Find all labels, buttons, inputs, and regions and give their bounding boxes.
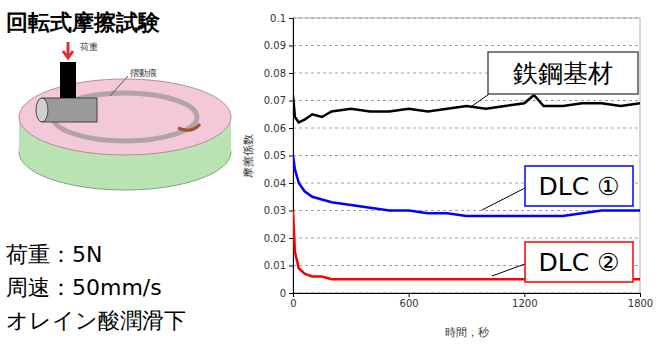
figure: 回転式摩擦試験荷重摺動痕荷重：5N周速：50mm/sオレイン酸潤滑下00.010… — [0, 0, 660, 355]
x-tick-label: 1800 — [628, 298, 653, 309]
y-tick-label: 0.09 — [264, 40, 286, 51]
x-tick: 0 — [290, 293, 296, 309]
y-tick-label: 0.02 — [264, 233, 286, 244]
label-leader — [482, 188, 525, 210]
y-tick: 0.07 — [264, 95, 293, 106]
y-tick-label: 0 — [280, 288, 286, 299]
x-tick-mark — [409, 293, 410, 297]
y-tick-mark — [289, 266, 293, 267]
y-axis-title: 摩擦係数 — [242, 134, 255, 178]
y-tick-mark — [289, 18, 293, 19]
plot-frame — [293, 18, 640, 293]
x-tick: 600 — [400, 293, 419, 309]
y-tick: 0 — [280, 288, 293, 299]
pin-end — [36, 98, 48, 122]
y-tick-mark — [289, 156, 293, 157]
grid-line — [293, 155, 640, 156]
rotation-arrow — [178, 124, 200, 130]
condition: オレイン酸潤滑下 — [6, 308, 186, 333]
y-tick-mark — [289, 128, 293, 129]
series-line — [293, 156, 640, 217]
y-tick: 0.09 — [264, 40, 293, 51]
label-box — [525, 242, 633, 282]
x-tick: 1200 — [512, 293, 537, 309]
series-label: DLC ② — [539, 248, 620, 277]
title: 回転式摩擦試験 — [6, 10, 161, 35]
pin — [42, 98, 97, 122]
series-line — [293, 95, 640, 123]
label-box — [525, 166, 633, 206]
y-tick-mark — [289, 73, 293, 74]
grid-line — [293, 100, 640, 101]
y-tick-label: 0.1 — [270, 13, 286, 24]
y-tick-label: 0.06 — [264, 123, 286, 134]
diagram: 荷重摺動痕 — [19, 42, 231, 190]
y-tick: 0.01 — [264, 260, 293, 271]
y-axis-line — [289, 19, 294, 294]
grid-line — [293, 45, 640, 46]
y-tick-mark — [289, 293, 293, 294]
load-rod — [60, 62, 76, 98]
y-tick: 0.08 — [264, 68, 293, 79]
y-tick: 0.1 — [270, 13, 293, 24]
y-tick: 0.03 — [264, 205, 293, 216]
track-leader — [110, 76, 128, 96]
y-tick-mark — [289, 238, 293, 239]
x-axis: 0 600 1200 1800 — [290, 293, 653, 309]
label-leader — [492, 264, 525, 276]
y-axis: 0 0.01 0.02 0.03 0.04 0.05 0.06 0.07 0.08 0.09 0.1 — [264, 13, 294, 299]
series-label: DLC ① — [539, 172, 620, 201]
x-tick-label: 1200 — [512, 298, 537, 309]
y-tick-label: 0.07 — [264, 95, 286, 106]
x-tick-mark — [293, 293, 294, 297]
x-tick: 1800 — [628, 293, 653, 309]
y-tick: 0.05 — [264, 150, 293, 161]
label-box — [488, 52, 638, 94]
y-tick-label: 0.01 — [264, 260, 286, 271]
y-tick-mark — [289, 183, 293, 184]
series-label: 鉄鋼基材 — [513, 59, 613, 88]
x-tick-mark — [640, 293, 641, 297]
series-labels: 鉄鋼基材 DLC ① DLC ② — [472, 52, 638, 282]
grid — [293, 18, 640, 293]
y-tick-label: 0.04 — [264, 178, 286, 189]
load-label: 荷重 — [80, 42, 98, 52]
x-tick-label: 0 — [290, 298, 296, 309]
x-tick-label: 600 — [400, 298, 419, 309]
disk-top — [19, 79, 231, 155]
x-axis-title: 時間，秒 — [445, 326, 489, 339]
grid-line — [293, 210, 640, 211]
condition: 周速：50mm/s — [6, 275, 162, 300]
y-tick-label: 0.03 — [264, 205, 286, 216]
load-arrow — [63, 42, 73, 58]
x-axis-line — [294, 294, 641, 298]
condition: 荷重：5N — [6, 242, 102, 267]
y-tick: 0.02 — [264, 233, 293, 244]
track-label: 摺動痕 — [130, 68, 157, 78]
y-tick-label: 0.08 — [264, 68, 286, 79]
series-lines — [293, 95, 640, 279]
grid-line — [293, 128, 640, 129]
y-tick-mark — [289, 211, 293, 212]
y-tick-mark — [289, 46, 293, 47]
grid-line — [293, 238, 640, 239]
x-tick-mark — [524, 293, 525, 297]
y-tick: 0.06 — [264, 123, 293, 134]
y-tick-label: 0.05 — [264, 150, 286, 161]
y-tick: 0.04 — [264, 178, 293, 189]
y-tick-mark — [289, 101, 293, 102]
